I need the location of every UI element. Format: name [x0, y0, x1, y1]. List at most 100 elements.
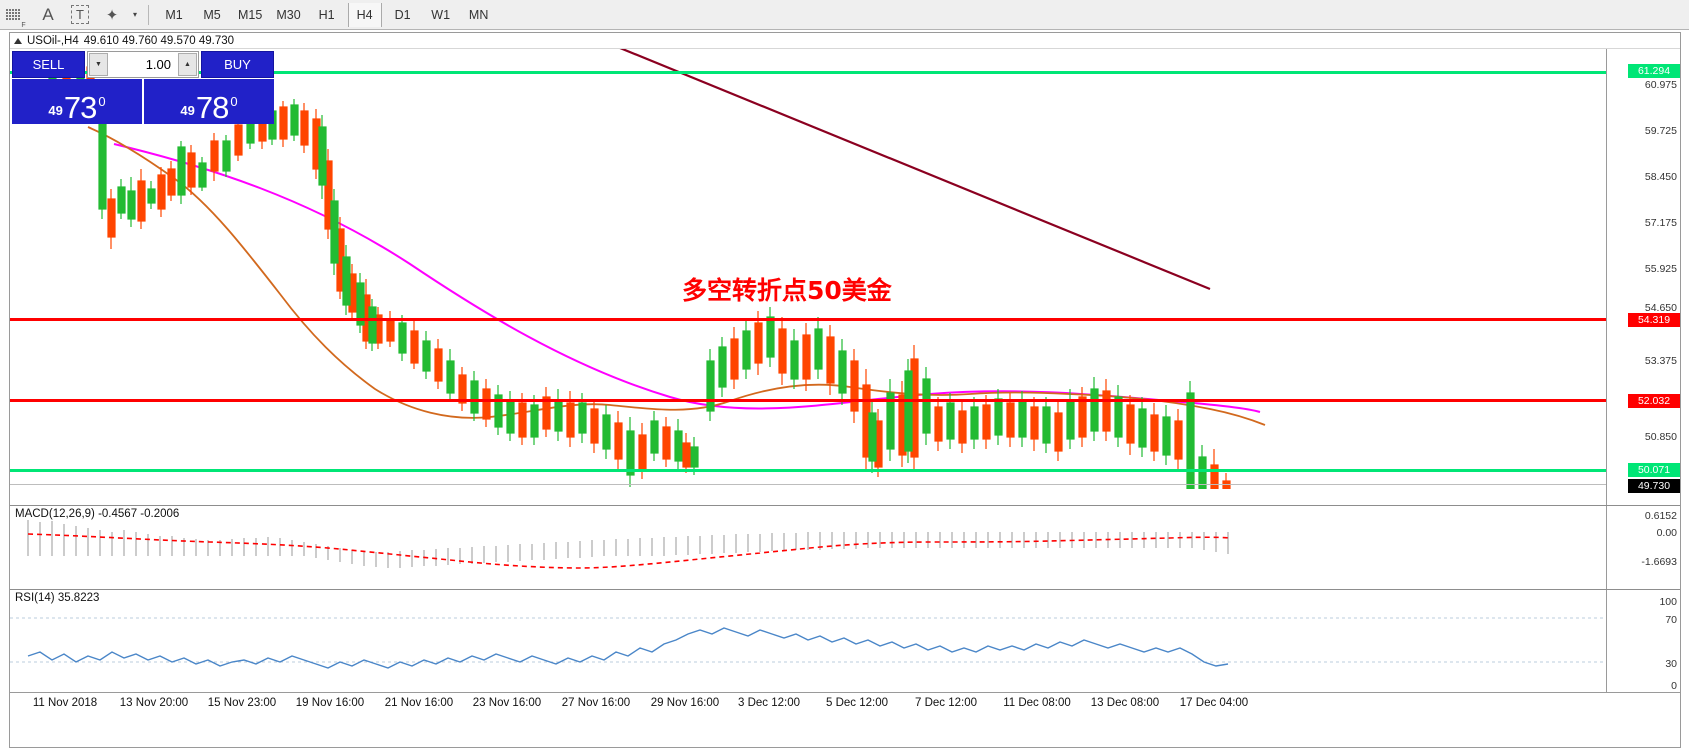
sell-button[interactable]: SELL: [12, 51, 85, 78]
time-label-6: 27 Nov 16:00: [561, 697, 631, 709]
grid-f-icon[interactable]: F: [0, 1, 32, 29]
buy-price-prefix: 49: [180, 103, 195, 118]
price-badge-52032: 52.032: [1628, 394, 1680, 408]
price-tick-53375: 53.375: [1644, 355, 1677, 367]
buy-button[interactable]: BUY: [201, 51, 274, 78]
macd-tick-lower: -1.6693: [1641, 556, 1677, 568]
one-click-trade-panel: SELL ▼ 1.00 ▲ BUY 49 73 0 49 78 0: [12, 51, 274, 124]
chevron-down-icon[interactable]: ▾: [132, 10, 137, 19]
text-box-icon[interactable]: T: [64, 1, 96, 29]
macd-signal-path: [27, 533, 1231, 569]
time-label-2: 15 Nov 23:00: [207, 697, 277, 709]
objects-icon[interactable]: ✦: [105, 6, 119, 24]
time-label-8: 3 Dec 12:00: [737, 697, 801, 709]
rsi-tick-70: 70: [1665, 614, 1677, 626]
price-tick-55925: 55.925: [1644, 263, 1677, 275]
macd-pane[interactable]: MACD(12,26,9) -0.4567 -0.2006: [10, 506, 1680, 590]
trade-panel-prices: 49 73 0 49 78 0: [12, 79, 274, 124]
rsi-pane[interactable]: RSI(14) 35.8223 100 70 30 0 11 Nov 2018 …: [10, 590, 1680, 718]
rsi-tick-100: 100: [1659, 596, 1677, 608]
chart-annotation: 多空转折点50美金: [682, 276, 892, 305]
trade-panel-top: SELL ▼ 1.00 ▲ BUY: [12, 51, 274, 78]
macd-label: MACD(12,26,9) -0.4567 -0.2006: [15, 508, 180, 520]
time-axis[interactable]: 11 Nov 2018 13 Nov 20:00 15 Nov 23:00 19…: [10, 692, 1680, 718]
buy-price-main: 78: [195, 90, 229, 125]
chart-panes: 多空转折点50美金: [10, 49, 1680, 747]
price-series-svg: [48, 49, 1266, 489]
level-line-50071: [10, 469, 1606, 472]
price-scale[interactable]: 61.294 60.975 59.725 58.450 57.175 55.92…: [1606, 49, 1680, 505]
price-tick-59725: 59.725: [1644, 125, 1677, 137]
collapse-triangle-icon[interactable]: [14, 37, 22, 44]
price-badge-61294: 61.294: [1628, 64, 1680, 78]
time-label-9: 5 Dec 12:00: [825, 697, 889, 709]
rsi-tick-30: 30: [1665, 658, 1677, 670]
lot-increment-button[interactable]: ▲: [178, 53, 197, 76]
level-line-54319: [10, 318, 1606, 321]
timeframe-w1[interactable]: W1: [431, 7, 451, 22]
timeframe-m15[interactable]: M15: [238, 7, 263, 22]
macd-histogram: [27, 520, 1229, 568]
time-label-5: 23 Nov 16:00: [472, 697, 542, 709]
price-tick-60975: 60.975: [1644, 79, 1677, 91]
time-label-7: 29 Nov 16:00: [650, 697, 720, 709]
rsi-tick-0: 0: [1671, 680, 1677, 692]
grid-glyph: [6, 9, 21, 20]
chart-title-bar: USOil-,H4 49.610 49.760 49.570 49.730: [10, 33, 1680, 49]
time-label-3: 19 Nov 16:00: [295, 697, 365, 709]
timeframe-m5[interactable]: M5: [203, 7, 221, 22]
time-label-1: 13 Nov 20:00: [119, 697, 189, 709]
macd-series-svg: [27, 520, 1231, 569]
candlestick-series: [48, 63, 1231, 489]
timeframe-m30[interactable]: M30: [276, 7, 301, 22]
price-tick-58450: 58.450: [1644, 171, 1677, 183]
timeframe-h1[interactable]: H1: [318, 7, 335, 22]
macd-tick-upper: 0.6152: [1644, 510, 1677, 522]
trendline-path: [619, 49, 1211, 291]
buy-price-display[interactable]: 49 78 0: [144, 79, 274, 124]
rsi-path: [27, 627, 1229, 669]
lot-decrement-button[interactable]: ▼: [89, 53, 108, 76]
price-tick-50850: 50.850: [1644, 431, 1677, 443]
rsi-label: RSI(14) 35.8223: [15, 592, 100, 604]
rsi-series-svg: [10, 617, 1606, 669]
price-plot-area[interactable]: 多空转折点50美金: [10, 49, 1606, 505]
level-line-last-price: [10, 484, 1606, 485]
text-label-icon[interactable]: A: [42, 4, 54, 24]
time-label-11: 11 Dec 08:00: [1003, 697, 1071, 709]
rsi-scale[interactable]: 100 70 30 0: [1606, 590, 1680, 692]
buy-price-sup: 0: [230, 94, 238, 109]
time-label-12: 13 Dec 08:00: [1090, 697, 1160, 709]
level-line-52032: [10, 399, 1606, 402]
ohlc-values: 49.610 49.760 49.570 49.730: [83, 34, 235, 47]
rsi-plot-area[interactable]: [10, 590, 1606, 692]
main-toolbar: F A T ✦ ▾ M1 M5 M15 M30 H1 H4 D1 W1 MN: [0, 0, 1689, 30]
price-badge-50071: 50.071: [1628, 463, 1680, 477]
timeframe-mn[interactable]: MN: [468, 7, 489, 22]
price-badge-54319: 54.319: [1628, 313, 1680, 327]
time-label-0: 11 Nov 2018: [32, 697, 98, 709]
macd-plot-area[interactable]: [10, 506, 1606, 589]
sell-price-main: 73: [63, 90, 97, 125]
f-mark: F: [21, 21, 26, 29]
macd-tick-zero: 0.00: [1656, 527, 1677, 539]
price-tick-54650: 54.650: [1644, 302, 1677, 314]
toolbar-divider: [148, 4, 149, 25]
sell-price-prefix: 49: [48, 103, 63, 118]
ma-fast-path: [87, 126, 1266, 426]
text-box-glyph: T: [71, 5, 89, 24]
lot-size-value[interactable]: 1.00: [145, 57, 171, 72]
timeframe-h4[interactable]: H4: [347, 2, 382, 27]
price-pane[interactable]: 多空转折点50美金: [10, 49, 1680, 506]
price-badge-last: 49.730: [1628, 479, 1680, 493]
timeframe-d1[interactable]: D1: [394, 7, 411, 22]
price-tick-57175: 57.175: [1644, 217, 1677, 229]
timeframe-m1[interactable]: M1: [165, 7, 183, 22]
time-label-4: 21 Nov 16:00: [384, 697, 454, 709]
sell-price-sup: 0: [98, 94, 106, 109]
time-label-10: 7 Dec 12:00: [914, 697, 978, 709]
macd-scale[interactable]: 0.6152 0.00 -1.6693: [1606, 506, 1680, 589]
sell-price-display[interactable]: 49 73 0: [12, 79, 142, 124]
lot-size-field[interactable]: ▼ 1.00 ▲: [87, 51, 199, 78]
time-label-13: 17 Dec 04:00: [1179, 697, 1249, 709]
